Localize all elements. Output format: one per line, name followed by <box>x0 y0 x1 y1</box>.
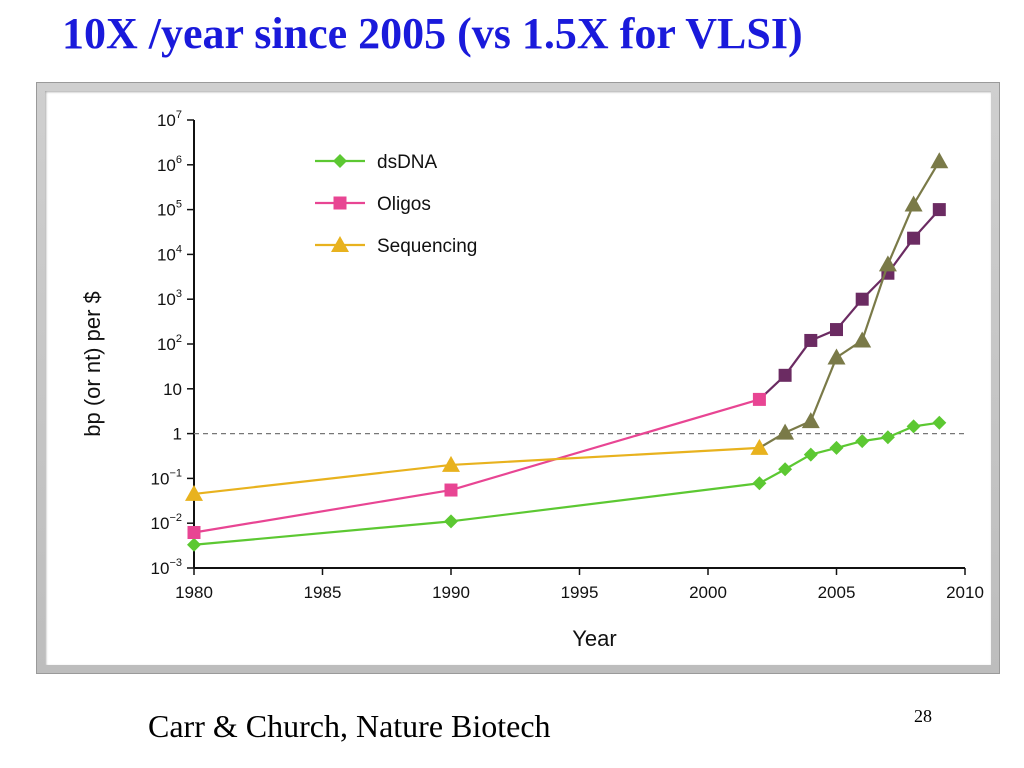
sequencing-point <box>801 412 820 429</box>
oligos-point <box>907 231 921 245</box>
y-tick-label: 107 <box>157 109 182 130</box>
figure-frame: 10−3 10−2 10−1 1 10 102 103 104 105 106 107 1980 198… <box>36 82 1000 674</box>
sequencing-point <box>904 195 923 212</box>
legend-marker-sequencing <box>331 236 349 252</box>
dsdna-point <box>752 476 767 491</box>
x-tick-label: 1980 <box>175 583 213 602</box>
dsdna-point <box>187 537 201 552</box>
sequencing-point <box>930 152 949 169</box>
legend-label-oligos: Oligos <box>377 194 431 215</box>
citation-caption: Carr & Church, Nature Biotech <box>148 708 551 744</box>
page-number: 28 <box>914 706 932 726</box>
oligos-point <box>752 392 766 406</box>
figure-panel: 10−3 10−2 10−1 1 10 102 103 104 105 106 107 1980 198… <box>45 91 991 665</box>
dsdna-line-segment <box>193 520 452 546</box>
oligos-point <box>830 323 843 337</box>
sequencing-line-segment <box>450 446 760 467</box>
oligos-point <box>187 526 201 540</box>
oligos-line-segment <box>450 398 760 492</box>
y-tick-label: 10−3 <box>151 557 182 578</box>
y-tick-label: 106 <box>157 154 182 175</box>
y-tick-label: 103 <box>157 288 182 309</box>
oligos-line-segment <box>193 488 452 534</box>
y-tick-label: 10−2 <box>151 512 182 533</box>
x-tick-label: 2010 <box>946 583 984 602</box>
y-tick-label: 105 <box>157 199 182 220</box>
oligos-point <box>932 203 946 217</box>
y-tick-label: 104 <box>157 243 182 264</box>
dsdna-point <box>906 419 921 434</box>
x-tick-label: 1985 <box>304 583 342 602</box>
slide-title: 10X /year since 2005 (vs 1.5X for VLSI) <box>62 9 803 58</box>
sequencing-line-segment <box>809 357 838 422</box>
y-tick-label: 102 <box>157 333 182 354</box>
dsdna-point <box>803 447 818 462</box>
dsdna-point <box>778 462 793 477</box>
sequencing-line-segment <box>886 204 915 265</box>
y-tick-label: 10 <box>163 380 182 399</box>
x-tick-label: 2000 <box>689 583 727 602</box>
y-tick-label: 10−1 <box>151 467 182 488</box>
sequencing-point <box>827 348 846 365</box>
x-axis-title: Year <box>572 626 616 651</box>
legend-label-dsdna: dsDNA <box>377 152 438 173</box>
x-tick-label: 2005 <box>818 583 856 602</box>
y-tick-label: 1 <box>173 425 182 444</box>
sequencing-point <box>776 423 795 440</box>
y-axis-title: bp (or nt) per $ <box>80 291 105 437</box>
sequencing-line-segment <box>193 463 452 496</box>
x-tick-label: 1995 <box>561 583 599 602</box>
sequencing-point <box>878 255 897 272</box>
oligos-point <box>804 333 818 347</box>
dsdna-point <box>829 440 844 455</box>
dsdna-line-segment <box>450 482 760 523</box>
dsdna-point <box>880 430 895 445</box>
oligos-point <box>778 368 792 382</box>
sequencing-point <box>750 438 769 455</box>
legend-marker-dsdna <box>333 154 347 168</box>
dsdna-point <box>855 434 870 449</box>
dsdna-point <box>444 514 458 529</box>
legend-marker-oligos <box>333 196 347 210</box>
sequencing-point <box>185 484 203 501</box>
sequencing-point <box>853 331 872 348</box>
oligos-point <box>855 292 869 306</box>
sequencing-point <box>442 455 460 472</box>
sequencing-line-segment <box>861 263 889 341</box>
dsdna-point <box>932 415 947 430</box>
x-tick-label: 1990 <box>432 583 470 602</box>
legend-label-sequencing: Sequencing <box>377 236 477 257</box>
sequencing-line-segment <box>912 160 941 206</box>
chart-svg: 10−3 10−2 10−1 1 10 102 103 104 105 106 107 1980 198… <box>80 109 984 651</box>
oligos-point <box>444 483 458 497</box>
